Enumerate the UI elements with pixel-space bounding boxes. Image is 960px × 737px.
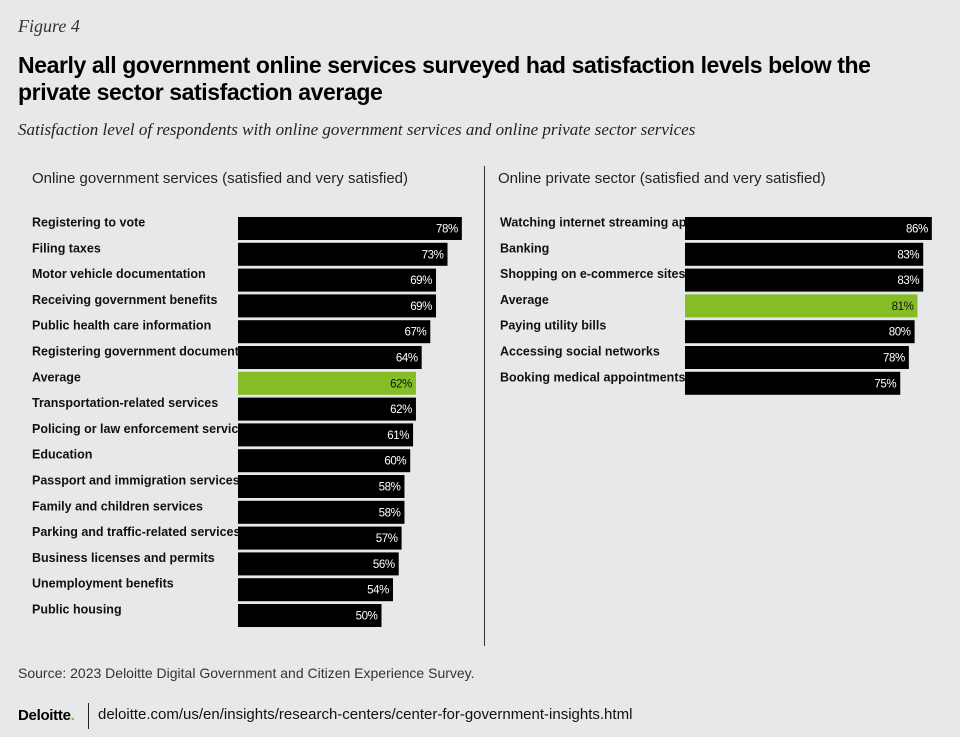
footer-divider	[88, 703, 89, 729]
private-bar	[685, 268, 924, 292]
government-bar	[238, 397, 416, 421]
government-bar	[238, 423, 414, 447]
government-value-label: 54%	[367, 585, 389, 597]
source-note: Source: 2023 Deloitte Digital Government…	[18, 665, 475, 681]
government-value-label: 58%	[379, 507, 401, 519]
government-value-label: 50%	[356, 611, 378, 623]
private-value-label: 80%	[889, 327, 911, 339]
private-bar	[685, 242, 924, 266]
private-average-bar	[685, 294, 918, 318]
private-value-label: 75%	[874, 378, 896, 390]
government-bar	[238, 578, 393, 602]
private-bar	[685, 320, 915, 344]
government-value-label: 69%	[410, 301, 432, 313]
government-value-label: 64%	[396, 353, 418, 365]
private-bar	[685, 346, 909, 369]
government-value-label: 62%	[390, 404, 412, 416]
private-category-label: Paying utility bills	[500, 319, 606, 333]
government-category-label: Registering to vote	[32, 216, 145, 230]
government-category-label: Parking and traffic-related services	[32, 525, 240, 539]
government-value-label: 57%	[376, 533, 398, 545]
government-category-label: Average	[32, 370, 81, 384]
deloitte-logo: Deloitte.	[18, 707, 75, 724]
government-value-label: 78%	[436, 224, 458, 236]
private-category-label: Average	[500, 293, 549, 307]
private-value-label: 81%	[892, 301, 914, 313]
government-value-label: 73%	[422, 249, 444, 261]
government-category-label: Registering government documents	[32, 345, 246, 359]
government-category-label: Public housing	[32, 603, 122, 617]
government-bar	[238, 294, 437, 318]
government-value-label: 61%	[387, 430, 409, 442]
government-bar	[238, 346, 422, 369]
private-value-label: 78%	[883, 353, 905, 365]
private-category-label: Booking medical appointments	[500, 370, 685, 384]
government-category-label: Family and children services	[32, 499, 203, 513]
figure-label: Figure 4	[18, 16, 80, 36]
government-bar	[238, 242, 448, 266]
government-category-label: Transportation-related services	[32, 396, 218, 410]
government-category-label: Filing taxes	[32, 241, 101, 255]
private-panel-title: Online private sector (satisfied and ver…	[498, 170, 826, 187]
government-bar	[238, 320, 431, 344]
government-category-label: Policing or law enforcement services	[32, 422, 252, 436]
chart-title: Nearly all government online services su…	[18, 52, 871, 105]
government-bar	[238, 552, 399, 576]
government-category-label: Unemployment benefits	[32, 577, 174, 591]
government-bar	[238, 449, 411, 473]
government-category-label: Business licenses and permits	[32, 551, 215, 565]
private-bar	[685, 371, 901, 395]
government-bar	[238, 217, 462, 240]
government-value-label: 67%	[404, 327, 426, 339]
government-value-label: 69%	[410, 275, 432, 287]
government-bar	[238, 268, 437, 292]
government-panel-title: Online government services (satisfied an…	[32, 170, 408, 187]
government-bar	[238, 500, 405, 524]
government-bar	[238, 526, 402, 550]
government-bar	[238, 604, 382, 627]
government-value-label: 56%	[373, 559, 395, 571]
government-value-label: 60%	[384, 456, 406, 468]
government-value-label: 58%	[379, 482, 401, 494]
private-value-label: 83%	[897, 249, 919, 261]
private-category-label: Shopping on e-commerce sites	[500, 267, 686, 281]
private-category-label: Accessing social networks	[500, 345, 660, 359]
private-category-label: Watching internet streaming apps	[500, 216, 701, 230]
footer-url[interactable]: deloitte.com/us/en/insights/research-cen…	[98, 706, 633, 723]
private-value-label: 83%	[897, 275, 919, 287]
government-category-label: Passport and immigration services	[32, 474, 240, 488]
private-category-label: Banking	[500, 241, 549, 255]
private-value-label: 86%	[906, 224, 928, 236]
chart-subtitle: Satisfaction level of respondents with o…	[18, 120, 696, 139]
private-bar	[685, 217, 932, 240]
government-value-label: 62%	[390, 378, 412, 390]
panel-divider	[484, 166, 485, 646]
government-average-bar	[238, 371, 416, 395]
government-category-label: Motor vehicle documentation	[32, 267, 206, 281]
government-category-label: Public health care information	[32, 319, 211, 333]
government-bar	[238, 475, 405, 498]
government-category-label: Receiving government benefits	[32, 293, 218, 307]
government-category-label: Education	[32, 448, 92, 462]
